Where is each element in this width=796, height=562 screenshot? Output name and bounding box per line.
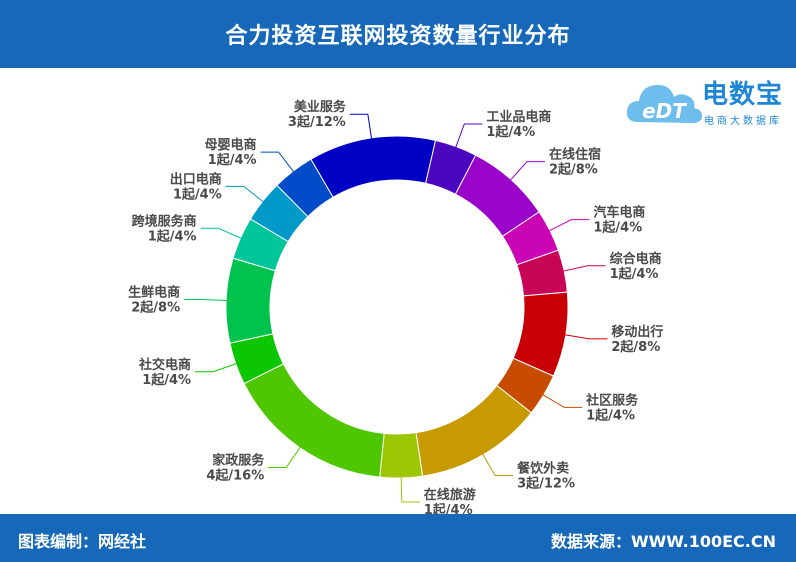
slice-label-综合电商: 综合电商 — [610, 251, 662, 267]
slice-label-社区服务: 社区服务 — [585, 392, 639, 408]
leader-line-餐饮外卖 — [480, 451, 514, 477]
leader-line-美业服务 — [349, 113, 373, 142]
slice-group — [225, 135, 569, 479]
leader-line-在线旅游 — [400, 473, 420, 503]
slice-value-在线住宿: 2起/8% — [549, 162, 598, 178]
slice-家政服务 — [243, 363, 385, 478]
slice-value-移动出行: 2起/8% — [611, 339, 660, 355]
leader-line-工业品电商 — [454, 123, 483, 151]
slice-value-母婴电商: 1起/4% — [208, 152, 257, 168]
leader-line-家政服务 — [268, 444, 303, 469]
leader-line-综合电商 — [560, 265, 606, 273]
leader-line-社交电商 — [195, 361, 240, 373]
leader-line-出口电商 — [225, 185, 267, 205]
slice-value-跨境服务商: 1起/4% — [148, 228, 197, 244]
slice-生鲜电商 — [225, 257, 276, 344]
slice-label-生鲜电商: 生鲜电商 — [128, 285, 180, 301]
slice-value-生鲜电商: 2起/8% — [131, 300, 180, 316]
leader-line-跨境服务商 — [200, 227, 245, 241]
data-source: 数据来源：WWW.100EC.CN — [550, 532, 776, 551]
slice-label-美业服务: 美业服务 — [294, 99, 347, 115]
slice-value-汽车电商: 1起/4% — [593, 220, 642, 236]
slice-value-综合电商: 1起/4% — [610, 266, 659, 282]
label-group: 工业品电商1起/4%在线住宿2起/8%汽车电商1起/4%综合电商1起/4%移动出… — [128, 99, 663, 514]
slice-美业服务 — [310, 135, 437, 198]
logo-mark: eDT — [642, 99, 687, 123]
chart-title: 合力投资互联网投资数量行业分布 — [225, 24, 571, 49]
slice-label-母婴电商: 母婴电商 — [205, 137, 257, 153]
leader-line-在线住宿 — [507, 161, 545, 183]
slice-在线旅游 — [379, 432, 424, 479]
slice-label-汽车电商: 汽车电商 — [593, 205, 645, 221]
chart-editor: 图表编制：网经社 — [18, 532, 147, 551]
leader-line-生鲜电商 — [184, 299, 231, 302]
slice-value-美业服务: 3起/12% — [288, 114, 346, 130]
slice-label-家政服务: 家政服务 — [212, 453, 265, 469]
slice-label-移动出行: 移动出行 — [611, 324, 663, 340]
slice-value-餐饮外卖: 3起/12% — [517, 476, 575, 492]
leader-line-母婴电商 — [260, 151, 296, 175]
slice-label-在线住宿: 在线住宿 — [549, 147, 601, 163]
cloud-logo-icon: eDT — [626, 84, 703, 123]
slice-label-在线旅游: 在线旅游 — [424, 487, 476, 503]
slice-label-工业品电商: 工业品电商 — [486, 109, 551, 125]
title-bar: 合力投资互联网投资数量行业分布 — [0, 0, 796, 68]
logo-slogan: 电商大数据库 — [704, 116, 782, 127]
leader-line-社区服务 — [539, 392, 583, 408]
slice-餐饮外卖 — [415, 384, 533, 477]
leader-line-汽车电商 — [546, 219, 590, 233]
slice-value-工业品电商: 1起/4% — [486, 124, 535, 140]
logo-brand: 电数宝 — [702, 80, 784, 110]
slice-value-社交电商: 1起/4% — [142, 372, 191, 388]
footer-bar: 图表编制：网经社 数据来源：WWW.100EC.CN — [0, 514, 796, 562]
leader-line-移动出行 — [561, 333, 608, 340]
donut-chart-svg: 工业品电商1起/4%在线住宿2起/8%汽车电商1起/4%综合电商1起/4%移动出… — [128, 99, 663, 514]
slice-value-家政服务: 4起/16% — [206, 468, 264, 484]
slice-label-餐饮外卖: 餐饮外卖 — [516, 461, 569, 477]
slice-value-社区服务: 1起/4% — [586, 407, 635, 423]
slice-label-跨境服务商: 跨境服务商 — [132, 213, 197, 229]
leader-line-group — [184, 113, 608, 503]
donut-chart: 工业品电商 1起/4% 在线住宿 2起/8% 汽车电商 1起/4% 综合电商 1起/4% 移动出… — [0, 68, 796, 514]
logo: eDT 电数宝 电商大数据库 — [624, 72, 794, 134]
slice-value-在线旅游: 1起/4% — [424, 502, 473, 514]
slice-label-社交电商: 社交电商 — [138, 357, 191, 373]
slice-value-出口电商: 1起/4% — [173, 186, 222, 202]
slice-label-出口电商: 出口电商 — [170, 171, 222, 187]
